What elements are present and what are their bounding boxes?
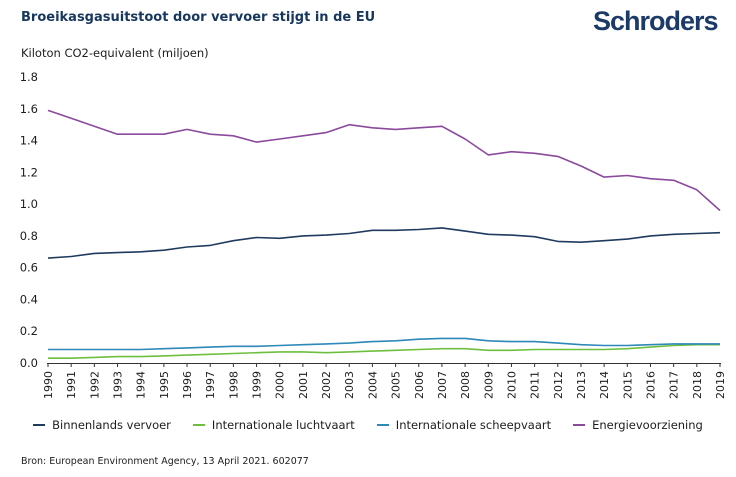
- x-tick-label: 1996: [181, 371, 194, 399]
- x-tick-label: 2012: [552, 371, 565, 399]
- x-tick-label: 2008: [459, 371, 472, 399]
- y-tick-label: 0.0: [20, 356, 38, 370]
- x-tick-label: 2000: [274, 371, 287, 399]
- x-tick-label: 1990: [42, 371, 55, 399]
- x-tick-label: 2017: [668, 371, 681, 399]
- y-tick-label: 0.2: [20, 324, 38, 338]
- x-tick-label: 2006: [413, 371, 426, 399]
- series-group: [47, 109, 721, 360]
- x-tick-label: 2013: [575, 371, 588, 399]
- legend-item: Internationale scheepvaart: [376, 418, 552, 432]
- chart-legend: Binnenlands vervoer Internationale luchtv…: [0, 418, 736, 432]
- y-tick-label: 1.4: [20, 134, 38, 148]
- x-tick-label: 2010: [505, 371, 518, 399]
- y-tick-label: 1.8: [20, 70, 38, 84]
- x-tick-label: 2015: [621, 371, 634, 399]
- legend-swatch: [573, 424, 586, 426]
- x-tick-label: 2002: [320, 371, 333, 399]
- x-tick-label: 1999: [251, 371, 264, 399]
- x-tick-label: 2011: [529, 371, 542, 399]
- brand-logo: Schroders: [593, 6, 719, 36]
- x-tick-label: 1992: [88, 371, 101, 399]
- legend-item: Binnenlands vervoer: [33, 418, 171, 432]
- x-tick-label: 2018: [691, 371, 704, 399]
- y-tick-label: 1.6: [20, 102, 38, 116]
- y-tick-label: 0.4: [20, 292, 38, 306]
- x-tick-label: 2005: [390, 371, 403, 399]
- x-tick-label: 2016: [644, 371, 657, 399]
- x-tick-label: 2003: [343, 371, 356, 399]
- legend-item: Internationale luchtvaart: [192, 418, 355, 432]
- y-axis: 0.0 0.2 0.4 0.6 0.8 1.0 1.2 1.4 1.6 1.8: [20, 70, 38, 370]
- source-note: Bron: European Environment Agency, 13 Ap…: [21, 456, 309, 467]
- x-tick-label: 1995: [158, 371, 171, 399]
- series-line-energievoorziening: [47, 109, 721, 212]
- legend-swatch: [33, 424, 46, 426]
- x-tick-label: 1997: [204, 371, 217, 399]
- x-tick-label: 2004: [366, 371, 379, 399]
- x-tick-label: 2009: [482, 371, 495, 399]
- x-tick-label: 1998: [227, 371, 240, 399]
- legend-label: Internationale scheepvaart: [395, 418, 552, 432]
- x-tick-label: 2014: [598, 371, 611, 399]
- y-tick-label: 0.6: [20, 261, 38, 275]
- series-line-internationale-scheepvaart: [48, 337, 720, 351]
- legend-item: Energievoorziening: [573, 418, 703, 432]
- series-line-binnenlands-vervoer: [47, 227, 721, 259]
- x-tick-label: 2001: [297, 371, 310, 399]
- legend-swatch: [376, 424, 389, 426]
- line-chart: 0.00.20.40.60.81.01.21.41.61.8 1990 1991 1…: [20, 70, 727, 399]
- legend-label: Binnenlands vervoer: [52, 418, 171, 432]
- legend-swatch: [192, 424, 205, 426]
- y-tick-label: 1.0: [20, 197, 38, 211]
- x-tick-label: 2007: [436, 371, 449, 399]
- legend-label: Energievoorziening: [592, 418, 703, 432]
- x-axis: 1990 1991 1992 1993 1994 1995 1996 1997 1998 1999…: [42, 363, 727, 399]
- series-line-internationale-luchtvaart: [48, 343, 720, 360]
- x-tick-label: 1991: [65, 371, 78, 399]
- y-tick-label: 1.2: [20, 165, 38, 179]
- y-axis-unit-label: Kiloton CO2-equivalent (miljoen): [21, 46, 209, 60]
- x-tick-label: 2019: [714, 371, 727, 399]
- x-tick-label: 1994: [135, 371, 148, 399]
- x-tick-label: 1993: [112, 371, 125, 399]
- chart-title: Broeikasgasuitstoot door vervoer stijgt …: [21, 10, 376, 25]
- legend-label: Internationale luchtvaart: [211, 418, 355, 432]
- y-tick-label: 0.8: [20, 229, 38, 243]
